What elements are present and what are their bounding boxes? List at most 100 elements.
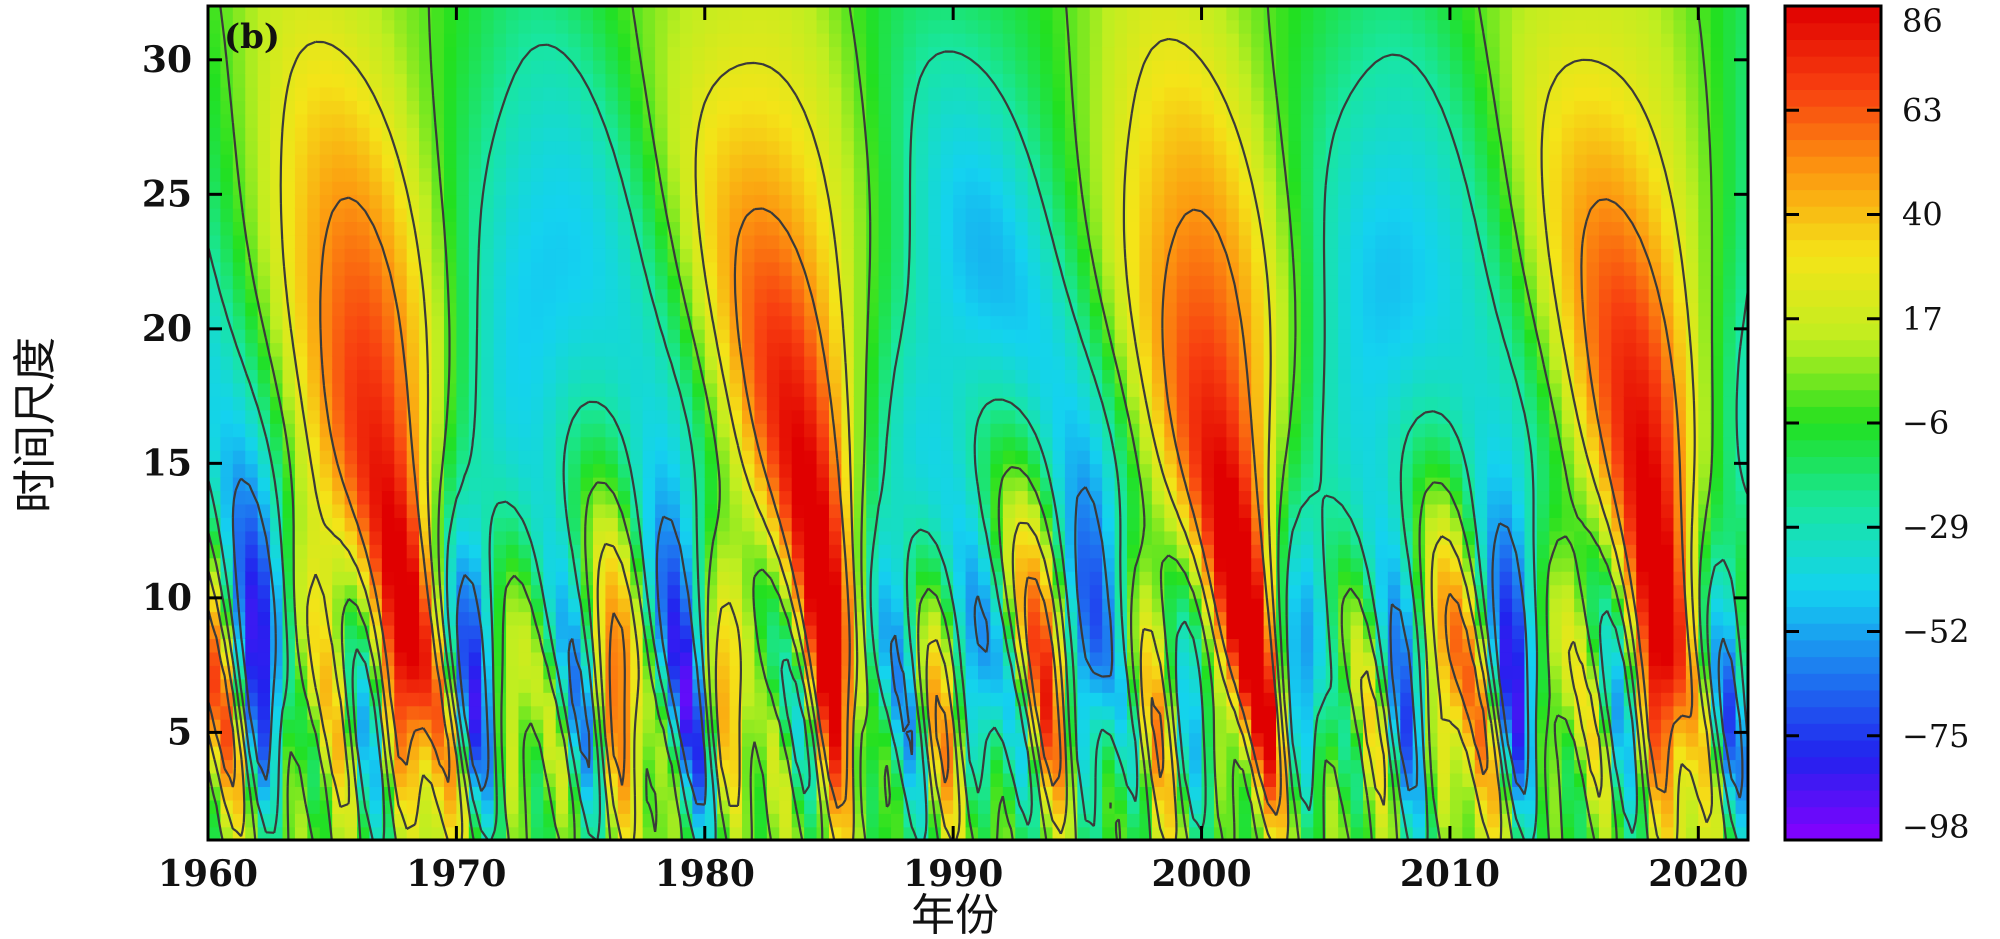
heatmap-cell — [1189, 692, 1203, 707]
heatmap-cell — [617, 355, 632, 370]
heatmap-cell — [928, 463, 942, 478]
heatmap-cell — [456, 369, 470, 384]
heatmap-cell — [1027, 113, 1041, 128]
heatmap-cell — [965, 665, 979, 680]
heatmap-cell — [791, 59, 805, 75]
heatmap-cell — [1114, 59, 1128, 75]
heatmap-cell — [704, 503, 718, 518]
heatmap-cell — [866, 449, 880, 465]
heatmap-cell — [493, 826, 507, 840]
heatmap-cell — [406, 369, 420, 384]
heatmap-cell — [1015, 73, 1029, 88]
heatmap-cell — [530, 315, 545, 330]
heatmap-cell — [679, 517, 694, 532]
heatmap-cell — [369, 46, 383, 61]
heatmap-cell — [754, 59, 768, 75]
heatmap-cell — [878, 180, 892, 196]
heatmap-cell — [381, 597, 396, 613]
heatmap-cell — [903, 46, 917, 61]
heatmap-cell — [990, 207, 1004, 223]
heatmap-cell — [679, 113, 694, 128]
heatmap-cell — [754, 718, 768, 734]
heatmap-cell — [630, 678, 644, 693]
heatmap-cell — [481, 476, 495, 492]
heatmap-cell — [965, 221, 979, 236]
heatmap-cell — [493, 46, 507, 61]
heatmap-cell — [667, 46, 681, 61]
heatmap-cell — [617, 19, 632, 34]
heatmap-cell — [344, 100, 358, 115]
heatmap-cell — [1189, 409, 1203, 424]
heatmap-cell — [1089, 46, 1103, 61]
heatmap-cell — [543, 180, 557, 196]
heatmap-cell — [742, 786, 756, 801]
heatmap-cell — [270, 113, 284, 128]
heatmap-cell — [443, 490, 458, 505]
heatmap-cell — [245, 665, 259, 680]
heatmap-cell — [1127, 517, 1141, 532]
heatmap-cell — [1176, 597, 1190, 613]
heatmap-cell — [431, 301, 445, 317]
heatmap-cell — [915, 32, 930, 48]
heatmap-cell — [978, 436, 992, 451]
heatmap-cell — [766, 396, 781, 411]
heatmap-cell — [978, 557, 992, 572]
heatmap-cell — [940, 786, 954, 801]
heatmap-cell — [692, 772, 706, 787]
heatmap-cell — [419, 611, 433, 626]
heatmap-cell — [804, 503, 818, 518]
heatmap-cell — [307, 544, 321, 559]
heatmap-cell — [245, 46, 259, 61]
heatmap-cell — [1164, 153, 1178, 169]
heatmap-cell — [605, 503, 619, 518]
heatmap-cell — [692, 194, 706, 209]
heatmap-cell — [1077, 19, 1091, 34]
heatmap-cell — [990, 234, 1004, 249]
heatmap-cell — [1089, 194, 1103, 209]
heatmap-cell — [667, 153, 681, 169]
heatmap-cell — [332, 557, 346, 572]
heatmap-cell — [506, 396, 520, 411]
heatmap-cell — [406, 624, 420, 640]
heatmap-cell — [282, 813, 296, 828]
heatmap-cell — [841, 369, 855, 384]
heatmap-cell — [828, 557, 843, 572]
heatmap-cell — [1052, 786, 1066, 801]
heatmap-cell — [493, 638, 507, 653]
heatmap-cell — [617, 490, 632, 505]
heatmap-cell — [866, 597, 880, 613]
heatmap-cell — [468, 557, 483, 572]
heatmap-cell — [1089, 570, 1103, 586]
heatmap-cell — [493, 275, 507, 290]
heatmap-cell — [1015, 234, 1029, 249]
heatmap-cell — [642, 745, 656, 761]
heatmap-cell — [568, 180, 582, 196]
heatmap-cell — [1052, 355, 1066, 370]
heatmap-cell — [555, 786, 569, 801]
heatmap-cell — [406, 100, 420, 115]
heatmap-cell — [518, 759, 532, 774]
heatmap-cell — [431, 113, 445, 128]
heatmap-cell — [1114, 113, 1128, 128]
heatmap-cell — [543, 86, 557, 101]
heatmap-cell — [1027, 127, 1041, 142]
heatmap-cell — [208, 140, 222, 155]
heatmap-cell — [692, 127, 706, 142]
heatmap-cell — [232, 315, 247, 330]
heatmap-cell — [630, 772, 644, 787]
heatmap-cell — [1102, 207, 1116, 223]
heatmap-cell — [841, 207, 855, 223]
heatmap-cell — [704, 59, 718, 75]
heatmap-cell — [1114, 46, 1128, 61]
heatmap-cell — [841, 153, 855, 169]
heatmap-cell — [506, 59, 520, 75]
heatmap-cell — [655, 167, 669, 182]
heatmap-cell — [481, 369, 495, 384]
heatmap-cell — [381, 315, 396, 330]
heatmap-cell — [530, 194, 545, 209]
heatmap-cell — [1201, 786, 1215, 801]
heatmap-cell — [1002, 315, 1017, 330]
heatmap-cell — [891, 517, 905, 532]
heatmap-cell — [704, 355, 718, 370]
heatmap-cell — [245, 570, 259, 586]
